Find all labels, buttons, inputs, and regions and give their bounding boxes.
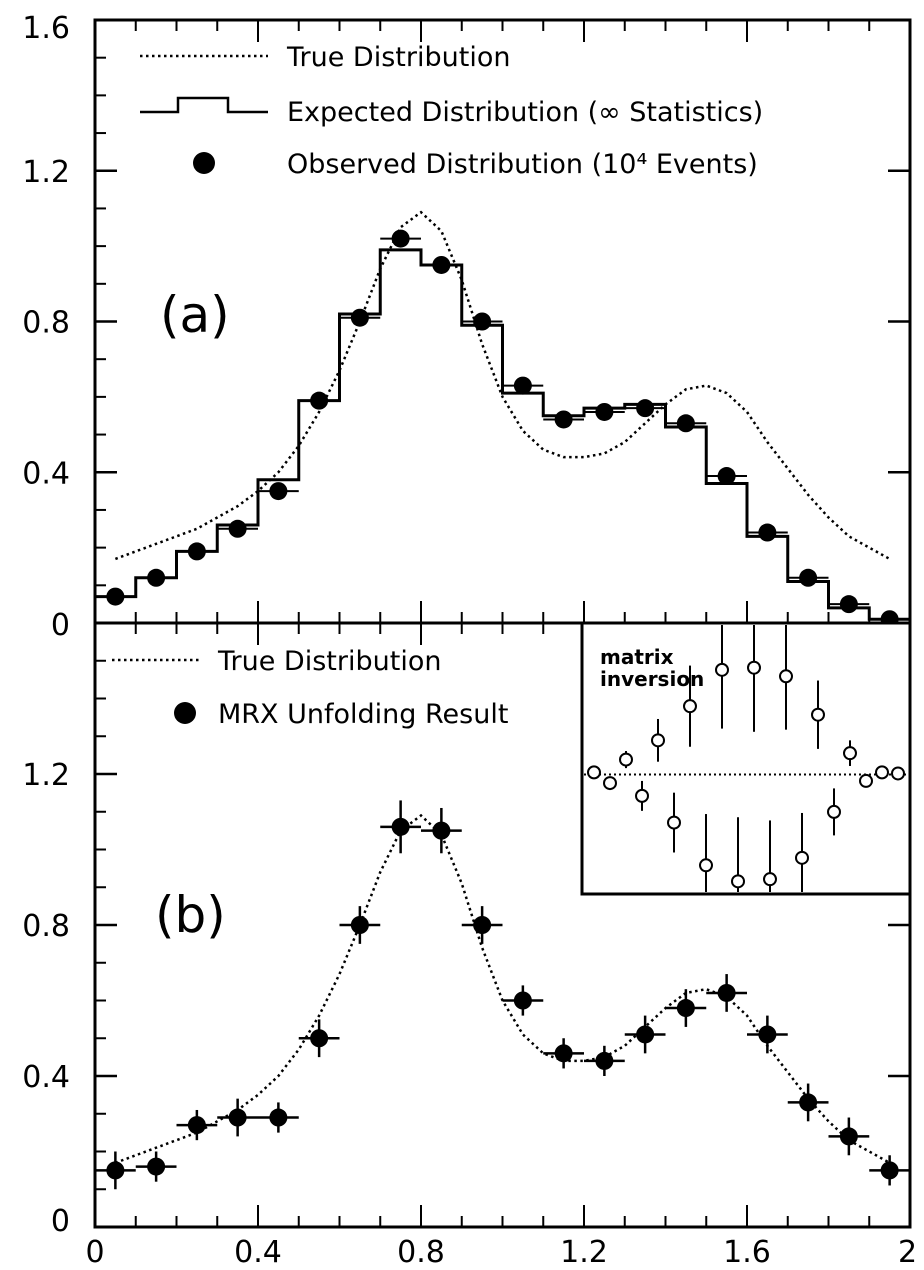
mrx-point-15: [717, 983, 736, 1002]
mrx-point-5: [310, 1029, 329, 1048]
inset-point-6: [683, 699, 697, 714]
observed-point-0: [106, 587, 125, 606]
inset-title-line2: inversion: [600, 667, 704, 691]
observed-point-15: [717, 467, 736, 486]
y-tick-label-b-2: 0.8: [22, 909, 70, 944]
inset-frame: [580, 621, 912, 896]
inset-point-3: [635, 788, 649, 803]
mrx-point-6: [350, 916, 369, 934]
x-tick-label-1: 0.4: [234, 1235, 282, 1270]
x-tick-label-0: 0: [85, 1235, 104, 1270]
inset-point-10: [747, 660, 761, 675]
legend-observed-marker-a: [193, 152, 215, 174]
inset-point-5: [667, 815, 681, 830]
panel-b-plot: [95, 800, 910, 1190]
mrx-point-1: [147, 1157, 166, 1176]
matrix-inversion-inset: matrix inversion: [580, 621, 912, 896]
observed-point-2: [187, 542, 206, 561]
observed-point-5: [310, 391, 329, 410]
inset-point-15: [827, 804, 841, 819]
y-tick-label-a-4: 1.6: [22, 11, 70, 46]
inset-point-19: [891, 766, 905, 781]
panel-b-label: (b): [155, 886, 226, 944]
mrx-point-14: [676, 999, 695, 1018]
inset-point-4: [651, 733, 665, 748]
observed-point-13: [636, 399, 655, 418]
x-tick-label-2: 0.8: [397, 1235, 445, 1270]
x-tick-label-3: 1.2: [560, 1235, 608, 1270]
mrx-point-8: [432, 821, 451, 840]
observed-point-9: [473, 312, 492, 331]
y-tick-label-a-1: 0.4: [22, 456, 70, 491]
observed-point-8: [432, 255, 451, 274]
inset-point-8: [715, 662, 729, 677]
observed-point-11: [554, 410, 573, 429]
panel-a-legend: True Distribution Expected Distribution …: [140, 42, 763, 180]
observed-point-3: [228, 519, 247, 538]
observed-point-16: [758, 523, 777, 542]
inset-point-9: [731, 874, 745, 889]
legend-true-label-b: True Distribution: [217, 646, 441, 677]
mrx-point-2: [187, 1116, 206, 1135]
inset-point-0: [587, 765, 601, 780]
mrx-point-4: [269, 1108, 288, 1127]
inset-point-7: [699, 858, 713, 873]
observed-point-1: [147, 568, 166, 587]
mrx-point-10: [513, 991, 532, 1010]
inset-plot: [584, 625, 908, 892]
observed-point-14: [676, 414, 695, 433]
inset-point-14: [811, 707, 825, 722]
panel-b-legend: True Distribution MRX Unfolding Result: [112, 646, 508, 730]
observed-point-6: [350, 308, 369, 327]
panel-a-label: (a): [160, 286, 230, 344]
inset-point-1: [603, 776, 617, 791]
inset-point-13: [795, 850, 809, 865]
legend-mrx-marker-b: [174, 702, 196, 724]
panel-a-axes: 0 0.4 0.8 1.2 1.6: [22, 11, 911, 643]
true-distribution-curve-a: [114, 210, 891, 561]
inset-point-2: [619, 752, 633, 767]
mrx-point-16: [758, 1025, 777, 1044]
observed-point-7: [391, 229, 410, 248]
observed-point-18: [839, 595, 858, 614]
y-tick-label-b-0: 0: [51, 1204, 70, 1239]
legend-observed-label-a: Observed Distribution (10⁴ Events): [287, 149, 758, 180]
inset-point-11: [763, 872, 777, 887]
inset-point-18: [875, 765, 889, 780]
mrx-point-18: [839, 1127, 858, 1146]
inset-point-12: [779, 669, 793, 684]
observed-point-4: [269, 482, 288, 501]
mrx-point-9: [473, 916, 492, 934]
mrx-point-11: [554, 1044, 573, 1063]
mrx-point-19: [880, 1161, 899, 1180]
x-tick-label-5: 2: [898, 1235, 917, 1270]
mrx-point-0: [106, 1161, 125, 1180]
inset-point-17: [859, 773, 873, 788]
legend-mrx-label-b: MRX Unfolding Result: [218, 699, 508, 730]
observed-point-12: [595, 402, 614, 421]
observed-point-17: [799, 568, 818, 587]
y-tick-label-b-3: 1.2: [22, 758, 70, 793]
mrx-point-17: [799, 1093, 818, 1112]
y-tick-label-b-1: 0.4: [22, 1060, 70, 1095]
panel-a-plot: [95, 210, 910, 629]
y-tick-label-a-0: 0: [51, 608, 70, 643]
observed-point-10: [513, 376, 532, 395]
mrx-point-13: [636, 1025, 655, 1044]
y-tick-label-a-2: 0.8: [22, 306, 70, 341]
mrx-point-3: [228, 1108, 247, 1127]
mrx-point-12: [595, 1051, 614, 1070]
inset-point-16: [843, 746, 857, 761]
x-tick-label-4: 1.6: [723, 1235, 771, 1270]
legend-expected-swatch-a: [140, 96, 268, 114]
legend-expected-label-a: Expected Distribution (∞ Statistics): [287, 97, 763, 128]
y-tick-label-a-3: 1.2: [22, 155, 70, 190]
inset-title-line1: matrix: [600, 645, 674, 669]
legend-true-label-a: True Distribution: [286, 42, 510, 73]
mrx-point-7: [391, 817, 410, 836]
